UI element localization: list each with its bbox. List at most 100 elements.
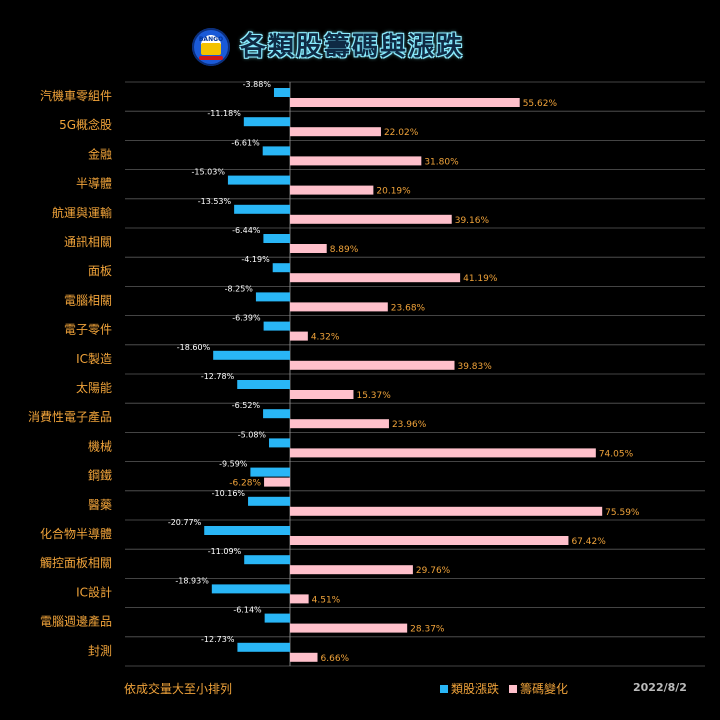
bar-chip-change [290,623,408,633]
data-label-sector-change: -18.93% [175,576,209,585]
data-label-chip-change: 15.37% [356,391,391,401]
bar-chip-change [290,360,455,370]
bar-chip-change [264,477,290,487]
bar-sector-change [272,263,290,273]
legend-item-chip-change: 籌碼變化 [509,680,568,697]
data-label-sector-change: -6.44% [232,226,261,235]
bar-chip-change [290,448,596,458]
bar-sector-change [243,117,290,127]
data-label-chip-change: 55.62% [523,99,558,109]
bar-chip-change [290,156,422,166]
bar-sector-change [269,438,290,448]
data-label-sector-change: -4.19% [241,255,270,264]
legend-swatch-sector-change [440,684,448,693]
category-label: IC製造 [76,352,112,366]
sector-chip-chart: 汽機車零組件 -3.88% 55.62% 5G概念股 -11.18% 22.02% 金融 -6… [28,80,705,667]
legend-label-chip-change: 籌碼變化 [520,682,569,696]
bar-sector-change [244,555,290,565]
category-label: 金融 [88,146,112,161]
bar-sector-change [211,584,290,594]
category-label: 航運與運輸 [52,205,112,220]
bar-chip-change [290,214,452,224]
bar-sector-change [263,321,290,331]
data-label-sector-change: -11.18% [207,109,241,118]
category-label: 觸控面板相關 [40,555,112,570]
bar-chip-change [290,98,520,107]
data-label-chip-change: 74.05% [599,449,634,459]
data-label-sector-change: -11.09% [208,547,242,556]
data-label-chip-change: 4.51% [312,595,341,605]
data-label-sector-change: -12.78% [201,372,235,381]
legend-swatch-chip-change [509,684,518,693]
data-label-chip-change: 28.37% [410,625,445,635]
bar-chip-change [290,419,389,429]
date-stamp: 2022/8/2 [633,681,687,694]
bar-sector-change [262,146,290,156]
category-label: IC設計 [76,584,112,599]
logo-text: BANGO [198,36,224,43]
bar-chip-change [290,185,374,195]
bar-chip-change [290,244,327,253]
sort-note: 依成交量大至小排列 [124,682,233,696]
category-label: 鋼鐵 [88,468,112,483]
logo-base [199,56,223,60]
bar-chip-change [290,127,381,137]
category-label: 電腦週邊產品 [40,614,112,629]
bar-sector-change [237,642,290,652]
legend-item-sector-change: 類股漲跌 [440,680,499,697]
category-label: 面板 [88,264,112,278]
data-label-sector-change: -12.73% [201,635,235,644]
data-label-chip-change: 8.89% [330,245,359,255]
bar-sector-change [213,350,290,360]
data-label-chip-change: 39.83% [457,362,492,372]
data-label-chip-change: 67.42% [571,537,606,547]
category-label: 封測 [88,644,112,658]
bar-sector-change [234,204,290,214]
category-label: 5G概念股 [59,117,112,132]
bar-chip-change [290,652,318,662]
category-label: 電腦相關 [64,292,112,307]
logo-mark [201,43,221,55]
data-label-sector-change: -6.39% [232,314,261,323]
bar-sector-change [263,234,290,243]
data-label-sector-change: -6.52% [232,401,261,410]
bar-chip-change [290,331,308,341]
data-label-chip-change: 31.80% [424,157,459,167]
data-label-sector-change: -6.14% [233,606,262,615]
category-label: 太陽能 [76,380,112,395]
bar-sector-change [263,409,290,419]
category-label: 電子零件 [64,323,112,337]
data-label-sector-change: -8.25% [225,284,254,293]
data-label-sector-change: -15.03% [192,168,226,177]
chart-title: 各類股籌碼與漲跌 [240,32,465,62]
bar-sector-change [204,526,290,535]
bar-sector-change [248,496,290,506]
legend-label-sector-change: 類股漲跌 [451,682,500,696]
bar-sector-change [227,175,290,185]
data-label-sector-change: -6.61% [231,138,260,147]
category-label: 汽機車零組件 [40,88,112,103]
data-label-sector-change: -20.77% [168,518,202,527]
data-label-sector-change: -9.59% [219,460,248,469]
data-label-chip-change: 4.32% [311,333,340,343]
category-label: 半導體 [76,177,112,191]
category-label: 通訊相關 [64,234,112,249]
logo: BANGO [192,28,230,66]
data-label-sector-change: -5.08% [238,430,267,439]
data-label-sector-change: -10.16% [212,489,246,498]
bar-chip-change [290,273,461,283]
data-label-sector-change: -13.53% [198,197,232,206]
category-label: 醫藥 [88,498,112,512]
data-label-chip-change: 22.02% [384,128,419,138]
bar-sector-change [237,380,290,389]
data-label-chip-change: 29.76% [416,566,451,576]
category-label: 化合物半導體 [40,526,112,541]
bar-chip-change [290,302,388,312]
bar-chip-change [290,536,569,545]
data-label-sector-change: -3.88% [243,80,272,89]
bar-sector-change [273,88,290,97]
header: BANGO 各類股籌碼與漲跌 [0,0,720,80]
data-label-chip-change: 23.68% [391,303,426,313]
category-label: 機械 [88,438,112,453]
data-label-chip-change: 6.66% [321,654,350,664]
